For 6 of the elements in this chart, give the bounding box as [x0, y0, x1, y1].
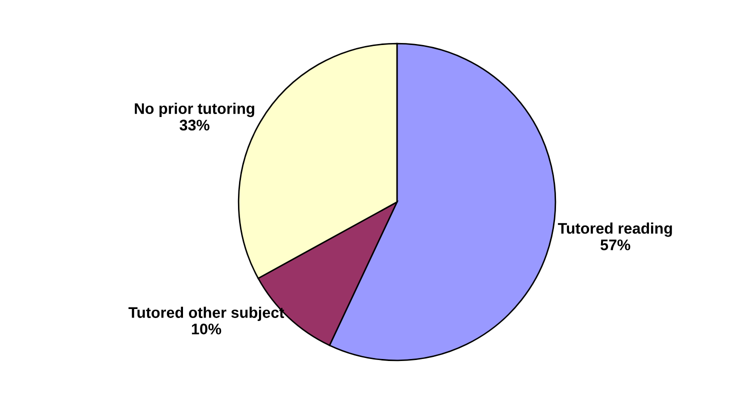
slice-label: No prior tutoring [134, 102, 254, 118]
data-label: 33% [180, 120, 210, 131]
data-label: 10% [192, 324, 222, 334]
slice-label: Tutored other subject [128, 306, 284, 321]
data-label: 57% [600, 240, 630, 250]
slice-label: Tutored reading [558, 222, 672, 237]
